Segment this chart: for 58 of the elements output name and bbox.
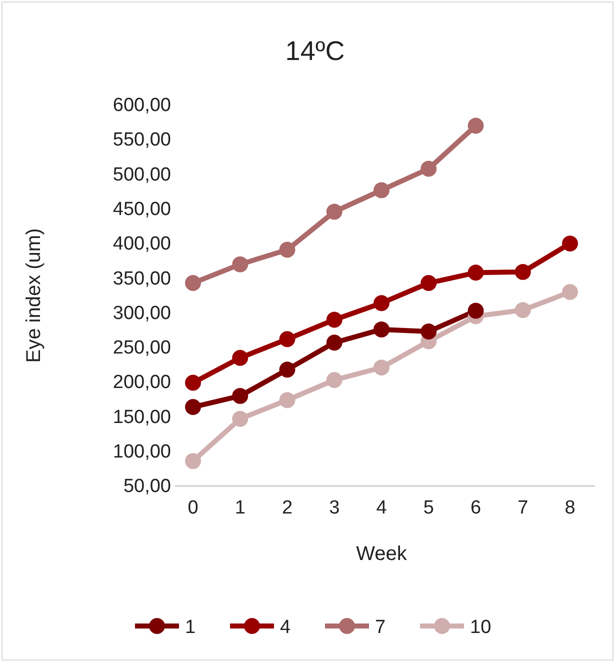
point	[279, 331, 296, 348]
chart-title: 14ºC	[285, 36, 345, 66]
point	[562, 236, 578, 252]
point	[468, 264, 484, 281]
y-tick-label: 350,00	[112, 268, 171, 290]
point	[420, 160, 437, 177]
y-tick-label: 150,00	[112, 406, 171, 428]
x-tick-label: 8	[564, 498, 576, 519]
point	[232, 256, 248, 272]
point	[232, 388, 248, 404]
y-axis-title: Eye index (um)	[23, 228, 45, 363]
y-tick-label: 200,00	[112, 372, 171, 394]
point	[374, 295, 390, 312]
point	[185, 453, 201, 470]
x-tick-label: 3	[329, 498, 340, 519]
y-tick-label: 100,00	[112, 441, 171, 462]
y-tick-label: 50,00	[123, 476, 171, 498]
legend-label: 7	[375, 617, 386, 638]
x-tick-label: 5	[423, 498, 434, 519]
y-tick-label: 550,00	[112, 130, 171, 151]
point	[232, 410, 248, 427]
x-tick-label: 4	[376, 498, 388, 519]
point	[468, 118, 484, 134]
x-tick-label: 6	[470, 498, 482, 519]
legend-label: 4	[280, 617, 291, 638]
point	[232, 350, 248, 366]
point	[279, 362, 296, 378]
point	[514, 264, 531, 280]
y-tick-label: 450,00	[112, 198, 171, 220]
point	[185, 275, 201, 291]
point	[326, 334, 342, 351]
x-tick-label: 7	[518, 498, 528, 519]
point	[514, 302, 531, 318]
point	[374, 321, 390, 338]
point	[326, 204, 342, 220]
point	[374, 360, 390, 376]
y-tick-label: 600,00	[112, 95, 171, 116]
point	[420, 275, 437, 291]
y-tick-label: 500,00	[112, 164, 171, 186]
x-axis-title: Week	[356, 543, 408, 565]
y-tick-label: 400,00	[112, 234, 171, 255]
point	[279, 392, 296, 408]
x-tick-label: 0	[188, 498, 198, 519]
legend-label: 1	[185, 617, 196, 638]
point	[420, 324, 437, 340]
x-tick-label: 2	[282, 498, 293, 519]
point	[326, 372, 342, 388]
point	[468, 302, 484, 319]
y-tick-label: 300,00	[112, 302, 171, 324]
x-tick-label: 1	[234, 498, 246, 519]
point	[185, 374, 201, 391]
point	[562, 284, 578, 300]
legend-label: 10	[470, 617, 492, 638]
point	[326, 312, 342, 328]
point	[374, 182, 390, 198]
point	[185, 399, 201, 415]
y-tick-label: 250,00	[112, 338, 171, 359]
point	[279, 242, 296, 258]
